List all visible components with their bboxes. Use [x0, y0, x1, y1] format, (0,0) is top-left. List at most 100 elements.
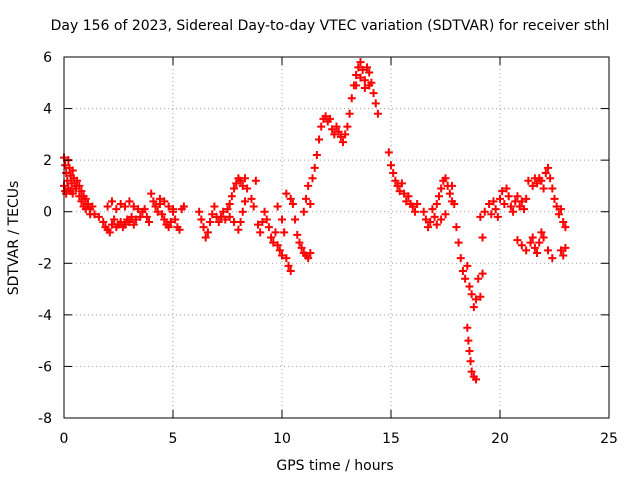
data-point-marker — [249, 202, 258, 211]
data-point-marker — [437, 184, 446, 193]
x-tick-label: 25 — [600, 431, 618, 447]
data-point-marker — [230, 184, 239, 193]
data-point-marker — [330, 130, 339, 139]
data-point-marker — [221, 215, 230, 224]
data-point-marker — [273, 202, 282, 211]
data-point-marker — [232, 179, 241, 188]
data-point-marker — [539, 233, 548, 242]
data-point-marker — [210, 202, 219, 211]
data-point-marker — [389, 169, 398, 178]
data-point-marker — [432, 220, 441, 229]
data-point-marker — [179, 202, 188, 211]
data-point-marker — [467, 290, 476, 299]
data-point-marker — [530, 243, 539, 252]
data-point-marker — [358, 65, 367, 74]
data-point-marker — [295, 238, 304, 247]
data-point-marker — [467, 367, 476, 376]
data-point-marker — [352, 71, 361, 80]
data-point-marker — [164, 202, 173, 211]
data-point-marker — [129, 202, 138, 211]
data-point-marker — [105, 228, 114, 237]
data-point-marker — [223, 205, 232, 214]
data-point-marker — [225, 199, 234, 208]
data-point-marker — [264, 223, 273, 232]
y-tick-label: -2 — [38, 256, 52, 272]
x-tick-labels: 0 5 10 15 20 25 — [60, 431, 618, 447]
data-point-marker — [445, 189, 454, 198]
data-point-marker — [472, 375, 481, 384]
data-point-marker — [86, 210, 95, 219]
data-point-marker — [452, 223, 461, 232]
data-point-marker — [548, 254, 557, 263]
data-point-marker — [465, 346, 474, 355]
data-point-marker — [299, 207, 308, 216]
data-point-marker — [441, 174, 450, 183]
data-point-marker — [472, 295, 481, 304]
data-point-marker — [336, 132, 345, 141]
data-point-marker — [247, 194, 256, 203]
data-point-marker — [410, 207, 419, 216]
x-tick-label: 0 — [60, 431, 69, 447]
data-point-marker — [519, 205, 528, 214]
y-tick-label: 2 — [43, 153, 52, 169]
data-points — [60, 58, 570, 384]
data-point-marker — [99, 218, 108, 227]
data-point-marker — [116, 199, 125, 208]
data-point-marker — [356, 58, 365, 67]
data-point-marker — [125, 197, 134, 206]
data-point-marker — [129, 220, 138, 229]
data-point-marker — [413, 199, 422, 208]
data-point-marker — [421, 215, 430, 224]
data-point-marker — [140, 205, 149, 214]
data-point-marker — [395, 187, 404, 196]
data-point-marker — [199, 223, 208, 232]
data-point-marker — [426, 218, 435, 227]
data-point-marker — [456, 254, 465, 263]
data-point-marker — [75, 181, 84, 190]
data-point-marker — [408, 202, 417, 211]
data-point-marker — [559, 251, 568, 260]
data-point-marker — [480, 207, 489, 216]
data-point-marker — [149, 197, 158, 206]
data-point-marker — [236, 218, 245, 227]
y-tick-label: 4 — [43, 102, 52, 118]
data-point-marker — [214, 218, 223, 227]
data-point-marker — [437, 215, 446, 224]
data-point-marker — [312, 150, 321, 159]
data-point-marker — [363, 63, 372, 72]
data-point-marker — [509, 207, 518, 216]
data-point-marker — [83, 199, 92, 208]
data-point-marker — [262, 215, 271, 224]
data-point-marker — [328, 125, 337, 134]
data-point-marker — [219, 207, 228, 216]
data-point-marker — [397, 179, 406, 188]
data-point-marker — [267, 233, 276, 242]
data-point-marker — [400, 189, 409, 198]
data-point-marker — [347, 94, 356, 103]
data-point-marker — [310, 163, 319, 172]
data-point-marker — [306, 199, 315, 208]
data-point-marker — [465, 282, 474, 291]
data-point-marker — [535, 238, 544, 247]
data-point-marker — [121, 220, 130, 229]
y-tick-labels: -8 -6 -4 -2 0 2 4 6 — [38, 50, 52, 427]
data-point-marker — [369, 89, 378, 98]
data-point-marker — [533, 248, 542, 257]
data-point-marker — [107, 197, 116, 206]
data-point-marker — [291, 215, 300, 224]
data-point-marker — [112, 205, 121, 214]
data-point-marker — [537, 228, 546, 237]
data-point-marker — [61, 161, 70, 170]
axis-ticks — [63, 56, 610, 419]
data-point-marker — [77, 197, 86, 206]
data-point-marker — [548, 184, 557, 193]
data-point-marker — [145, 218, 154, 227]
data-point-marker — [528, 233, 537, 242]
data-point-marker — [500, 199, 509, 208]
x-axis-label: GPS time / hours — [276, 458, 393, 474]
data-point-marker — [365, 68, 374, 77]
data-point-marker — [463, 323, 472, 332]
data-point-marker — [77, 187, 86, 196]
data-point-marker — [282, 189, 291, 198]
data-point-marker — [321, 112, 330, 121]
